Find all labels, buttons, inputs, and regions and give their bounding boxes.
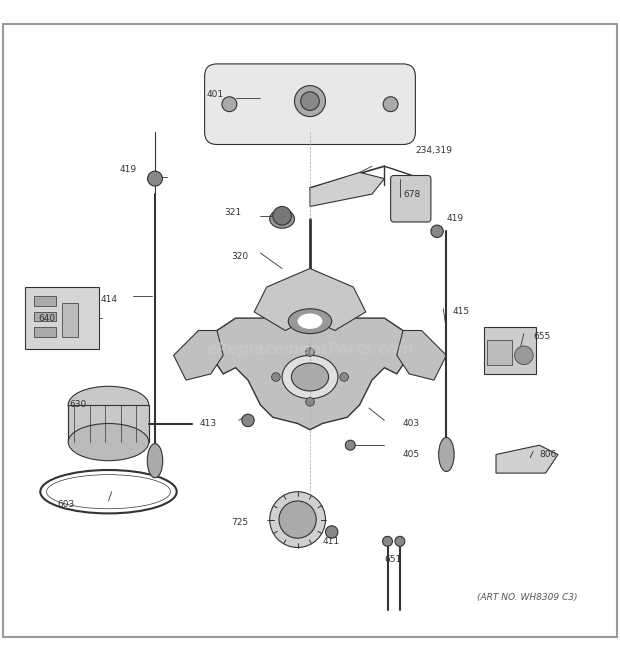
Polygon shape [397, 330, 446, 380]
Text: 413: 413 [200, 419, 217, 428]
Ellipse shape [282, 356, 338, 399]
Circle shape [431, 225, 443, 237]
Circle shape [301, 92, 319, 110]
Text: 403: 403 [403, 419, 420, 428]
Text: (ART NO. WH8309 C3): (ART NO. WH8309 C3) [477, 593, 577, 602]
Text: 725: 725 [231, 518, 248, 527]
Text: 640: 640 [38, 313, 56, 323]
Text: eReplacementParts.com: eReplacementParts.com [206, 342, 414, 356]
Text: 414: 414 [101, 295, 118, 304]
Text: 806: 806 [539, 450, 557, 459]
Circle shape [294, 86, 326, 116]
Polygon shape [310, 173, 384, 206]
Text: 419: 419 [446, 214, 464, 223]
Text: 678: 678 [403, 190, 420, 198]
Bar [484, 327, 536, 374]
Ellipse shape [68, 424, 149, 461]
Text: 411: 411 [322, 537, 340, 546]
Circle shape [242, 414, 254, 426]
Circle shape [272, 373, 280, 381]
Text: 320: 320 [231, 252, 248, 260]
Text: 419: 419 [119, 165, 136, 174]
Circle shape [306, 348, 314, 356]
Circle shape [273, 206, 291, 225]
Text: 603: 603 [57, 500, 74, 508]
Ellipse shape [439, 438, 454, 471]
Circle shape [395, 536, 405, 546]
FancyBboxPatch shape [391, 176, 431, 222]
Circle shape [383, 97, 398, 112]
FancyBboxPatch shape [205, 64, 415, 145]
Circle shape [306, 397, 314, 406]
Ellipse shape [291, 363, 329, 391]
Circle shape [383, 536, 392, 546]
Circle shape [279, 501, 316, 538]
Text: 234,319: 234,319 [415, 146, 453, 155]
Ellipse shape [148, 444, 162, 478]
Ellipse shape [288, 309, 332, 334]
Ellipse shape [68, 386, 149, 424]
Circle shape [222, 97, 237, 112]
Bar [25, 287, 99, 349]
Circle shape [148, 171, 162, 186]
Circle shape [345, 440, 355, 450]
Polygon shape [211, 318, 409, 430]
Circle shape [340, 373, 348, 381]
Circle shape [326, 525, 338, 538]
Circle shape [515, 346, 533, 365]
Ellipse shape [298, 313, 322, 329]
Text: 655: 655 [533, 332, 551, 341]
Bar [34, 296, 56, 305]
Text: 401: 401 [206, 91, 223, 99]
Circle shape [270, 492, 326, 547]
Polygon shape [174, 330, 223, 380]
Bar [34, 327, 56, 336]
Polygon shape [496, 446, 558, 473]
Text: 321: 321 [224, 208, 242, 217]
Polygon shape [254, 268, 366, 330]
Text: 405: 405 [403, 450, 420, 459]
Text: 630: 630 [69, 401, 87, 409]
Bar [62, 303, 78, 336]
Text: 415: 415 [453, 307, 470, 317]
Bar [34, 312, 56, 321]
Ellipse shape [270, 210, 294, 228]
Text: 651: 651 [384, 555, 402, 564]
Bar [68, 405, 149, 442]
Bar [487, 340, 512, 365]
